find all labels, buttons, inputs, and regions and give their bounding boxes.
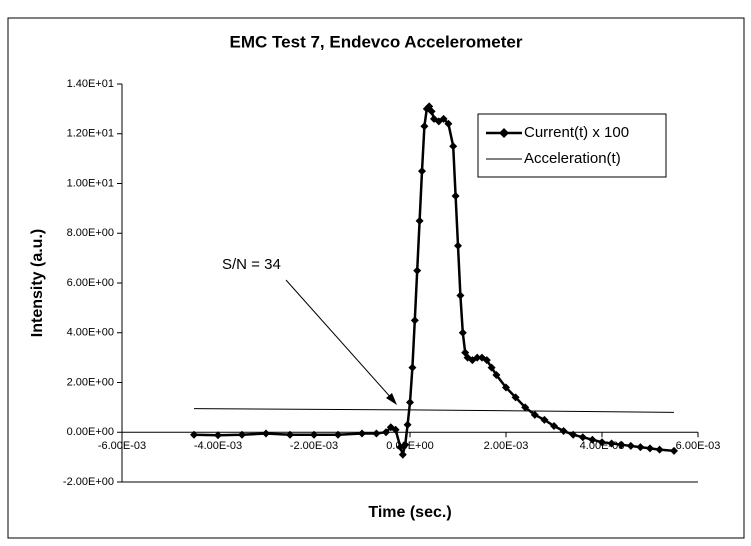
marker <box>607 439 616 448</box>
x-tick-label: -4.00E-03 <box>194 440 242 452</box>
marker <box>578 433 587 442</box>
marker <box>439 114 448 123</box>
y-tick-label: 6.00E+00 <box>67 277 114 289</box>
marker <box>540 415 549 424</box>
marker <box>334 430 342 439</box>
x-tick-label: 0.00E+00 <box>386 440 433 452</box>
y-tick-label: 8.00E+00 <box>67 227 114 239</box>
y-axis-title: Intensity (a.u.) <box>29 229 46 337</box>
marker <box>214 431 222 440</box>
marker <box>655 445 664 454</box>
marker <box>646 444 654 453</box>
marker <box>511 393 520 402</box>
marker <box>413 266 422 275</box>
marker <box>456 291 465 300</box>
series-line <box>193 408 675 413</box>
marker <box>451 191 460 200</box>
x-tick-label: -6.00E-03 <box>98 440 146 452</box>
marker <box>358 429 366 438</box>
marker <box>418 167 426 176</box>
marker <box>530 410 539 419</box>
y-tick-label: 1.20E+01 <box>67 128 114 140</box>
marker <box>492 371 501 380</box>
marker <box>502 383 510 392</box>
y-tick-label: 4.00E+00 <box>67 327 114 339</box>
marker <box>372 429 381 438</box>
marker <box>487 363 496 372</box>
marker <box>403 420 412 429</box>
chart-title: EMC Test 7, Endevco Accelerometer <box>230 32 523 51</box>
marker <box>626 441 635 450</box>
marker <box>401 440 410 449</box>
legend-label: Current(t) x 100 <box>524 124 629 141</box>
marker <box>473 353 482 362</box>
marker <box>410 316 419 325</box>
x-tick-label: 2.00E-03 <box>484 440 529 452</box>
marker <box>310 430 318 439</box>
marker <box>398 450 407 459</box>
legend-marker <box>499 128 509 138</box>
marker <box>588 435 597 444</box>
legend <box>477 113 667 178</box>
y-tick-label: 0.00E+00 <box>67 426 114 438</box>
marker <box>238 430 246 439</box>
x-tick-label: 6.00E-03 <box>676 440 721 452</box>
marker <box>449 142 458 151</box>
marker <box>444 119 453 128</box>
y-tick-label: -2.00E+00 <box>63 476 114 488</box>
x-tick-label: -2.00E-03 <box>290 440 338 452</box>
marker <box>391 425 400 434</box>
marker <box>286 430 294 439</box>
marker <box>262 429 270 438</box>
marker <box>415 216 424 225</box>
marker <box>408 363 417 372</box>
marker <box>670 446 678 455</box>
marker <box>598 438 606 447</box>
marker <box>482 356 491 365</box>
marker <box>190 430 198 439</box>
y-tick-label: 1.40E+01 <box>67 78 114 90</box>
marker <box>406 398 414 407</box>
marker <box>454 241 462 250</box>
marker <box>458 328 467 337</box>
chart-border <box>7 17 745 539</box>
marker <box>569 430 578 439</box>
marker <box>550 422 558 431</box>
marker <box>521 403 530 412</box>
x-axis-title: Time (sec.) <box>368 504 451 521</box>
marker <box>420 122 429 131</box>
annotation-arrow <box>285 279 394 401</box>
annotation: S/N = 34 <box>222 256 281 273</box>
marker <box>559 427 568 436</box>
marker <box>636 443 645 452</box>
marker <box>617 440 626 449</box>
marker <box>382 428 390 437</box>
y-tick-label: 2.00E+00 <box>67 376 114 388</box>
annotation-arrowhead <box>386 393 397 405</box>
marker <box>427 107 436 116</box>
legend-label: Acceleration(t) <box>524 150 621 167</box>
y-tick-label: 1.00E+01 <box>67 177 114 189</box>
